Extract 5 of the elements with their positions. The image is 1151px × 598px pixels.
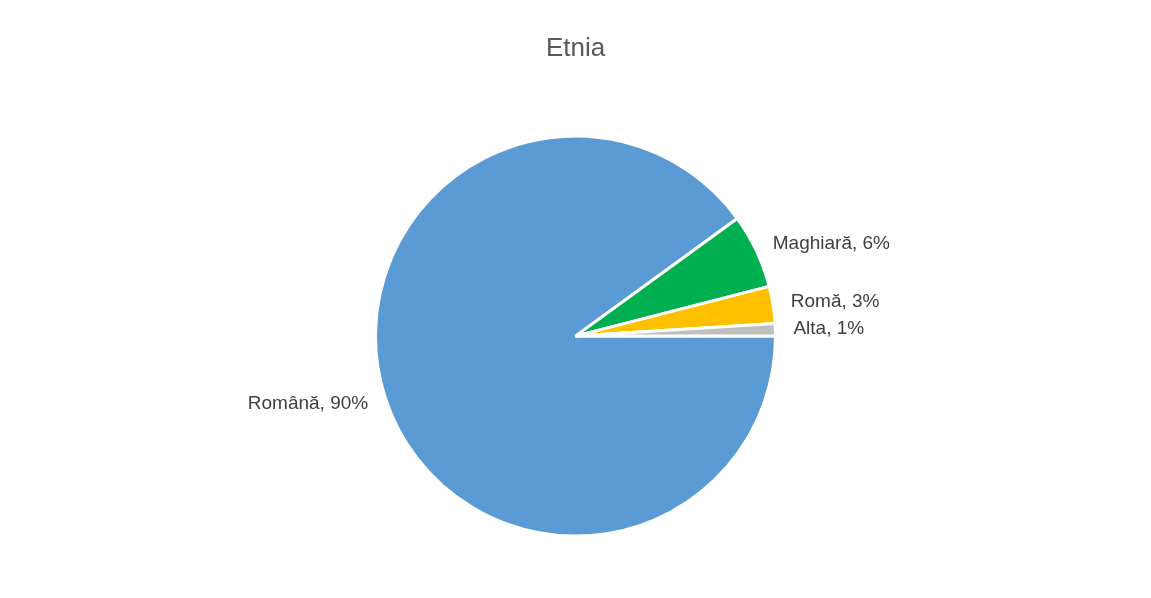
slice-label: Romă, 3%	[790, 290, 880, 312]
slice-label: Română, 90%	[247, 391, 369, 413]
slice-label: Maghiară, 6%	[772, 231, 891, 253]
chart-title: Etnia	[545, 31, 606, 62]
slice-label: Alta, 1%	[793, 317, 865, 339]
